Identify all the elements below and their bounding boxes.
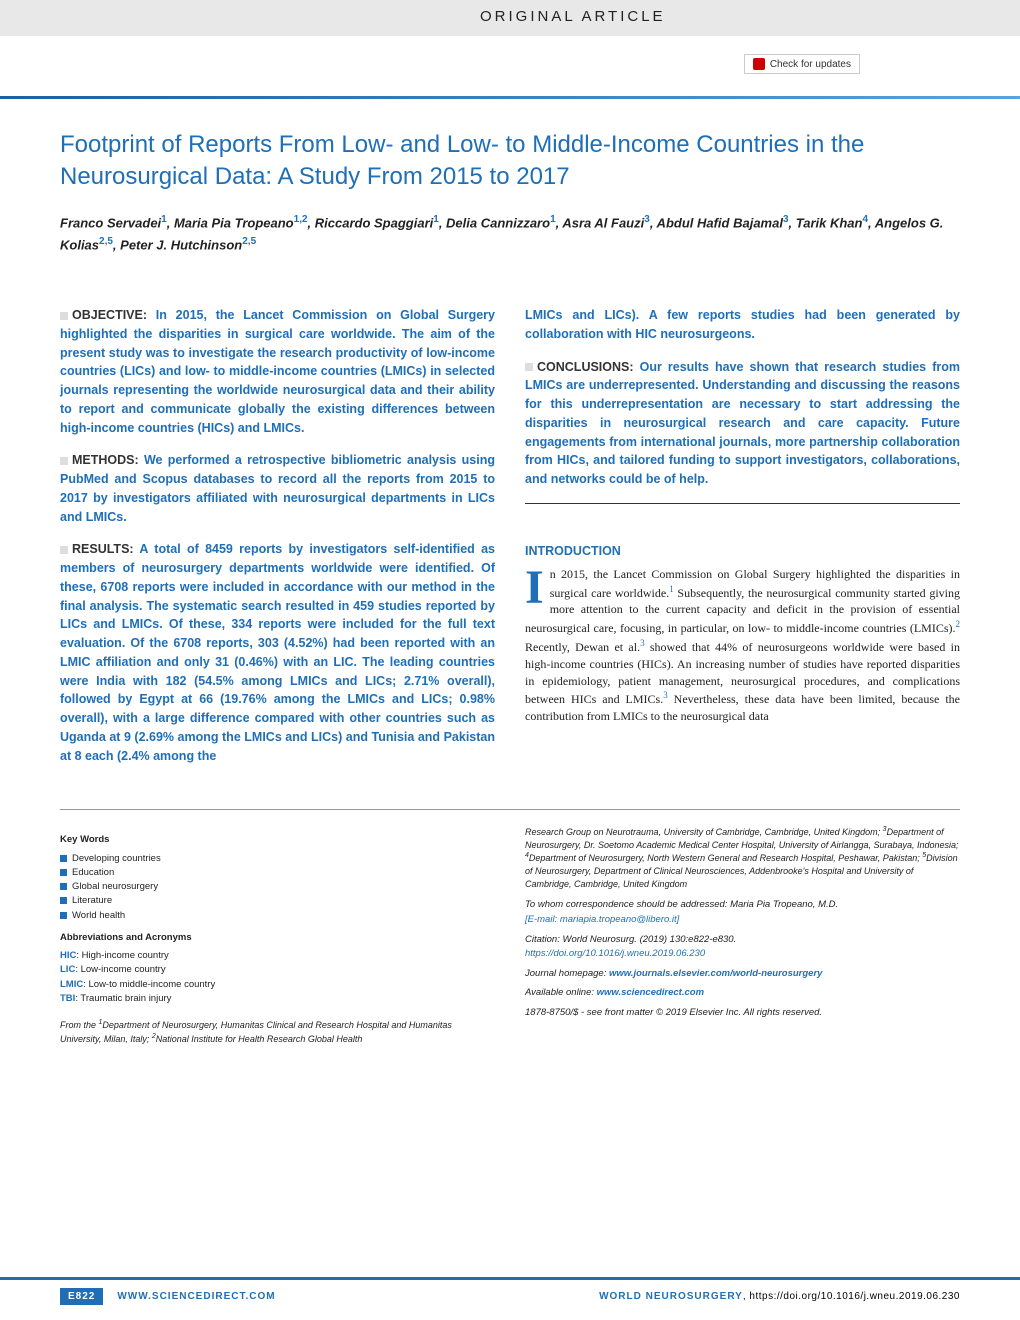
abbrev-heading: Abbreviations and Acronyms xyxy=(60,931,495,945)
page-footer: E822 WWW.SCIENCEDIRECT.COM WORLD NEUROSU… xyxy=(0,1277,1020,1305)
footer-site-link[interactable]: WWW.SCIENCEDIRECT.COM xyxy=(117,1291,275,1302)
main-content: Footprint of Reports From Low- and Low- … xyxy=(0,99,1020,1065)
abstract-left-col: OBJECTIVE: In 2015, the Lancet Commissio… xyxy=(60,306,495,779)
keyword-item: Global neurosurgery xyxy=(60,880,495,894)
introduction-heading: INTRODUCTION xyxy=(525,544,960,558)
metadata-right: Research Group on Neurotrauma, Universit… xyxy=(525,825,960,1045)
bullet-icon xyxy=(525,363,533,371)
journal-homepage: Journal homepage: www.journals.elsevier.… xyxy=(525,967,960,981)
dropcap: I xyxy=(525,568,544,608)
header-bar: Original Article xyxy=(0,0,1020,36)
keyword-item: Developing countries xyxy=(60,852,495,866)
authors-list: Franco Servadei1, Maria Pia Tropeano1,2,… xyxy=(60,212,960,256)
available-online: Available online: www.sciencedirect.com xyxy=(525,986,960,1000)
correspondence: To whom correspondence should be address… xyxy=(525,898,960,927)
check-updates-button[interactable]: Check for updates xyxy=(744,54,860,74)
keyword-item: Literature xyxy=(60,894,495,908)
abbrev-list: HIC: High-income countryLIC: Low-income … xyxy=(60,949,495,1006)
bullet-icon xyxy=(60,546,68,554)
sciencedirect-link[interactable]: www.sciencedirect.com xyxy=(597,987,704,998)
abstract-objective: OBJECTIVE: In 2015, the Lancet Commissio… xyxy=(60,306,495,437)
abbrev-item: HIC: High-income country xyxy=(60,949,495,963)
metadata-section: Key Words Developing countriesEducationG… xyxy=(60,809,960,1045)
abstract-results-cont: LMICs and LICs). A few reports studies h… xyxy=(525,306,960,344)
bullet-icon xyxy=(60,312,68,320)
copyright: 1878-8750/$ - see front matter © 2019 El… xyxy=(525,1006,960,1020)
article-title: Footprint of Reports From Low- and Low- … xyxy=(60,129,960,194)
keyword-item: Education xyxy=(60,866,495,880)
doi-link[interactable]: https://doi.org/10.1016/j.wneu.2019.06.2… xyxy=(525,947,960,961)
abstract-results: RESULTS: A total of 8459 reports by inve… xyxy=(60,540,495,765)
footer-journal-info: WORLD NEUROSURGERY, https://doi.org/10.1… xyxy=(599,1291,960,1302)
metadata-left: Key Words Developing countriesEducationG… xyxy=(60,825,495,1045)
page-number: E822 xyxy=(60,1288,103,1305)
abbrev-item: TBI: Traumatic brain injury xyxy=(60,992,495,1006)
keywords-heading: Key Words xyxy=(60,833,495,847)
abstract-right-col: LMICs and LICs). A few reports studies h… xyxy=(525,306,960,779)
citation: Citation: World Neurosurg. (2019) 130:e8… xyxy=(525,933,960,947)
abstract-methods: METHODS: We performed a retrospective bi… xyxy=(60,451,495,526)
update-icon xyxy=(753,58,765,70)
check-updates-label: Check for updates xyxy=(770,59,851,70)
introduction-text: In 2015, the Lancet Commission on Global… xyxy=(525,566,960,725)
abstract-columns: OBJECTIVE: In 2015, the Lancet Commissio… xyxy=(60,306,960,779)
affiliations-left: From the 1Department of Neurosurgery, Hu… xyxy=(60,1018,495,1045)
abstract-end-divider xyxy=(525,503,960,504)
abstract-conclusions: CONCLUSIONS: Our results have shown that… xyxy=(525,358,960,489)
correspondence-email[interactable]: [E-mail: mariapia.tropeano@libero.it] xyxy=(525,914,679,925)
journal-home-link[interactable]: www.journals.elsevier.com/world-neurosur… xyxy=(609,968,822,979)
bullet-icon xyxy=(60,457,68,465)
article-type-label: Original Article xyxy=(480,8,666,25)
keyword-item: World health xyxy=(60,909,495,923)
abbrev-item: LIC: Low-income country xyxy=(60,963,495,977)
affiliations-right: Research Group on Neurotrauma, Universit… xyxy=(525,825,960,890)
keywords-list: Developing countriesEducationGlobal neur… xyxy=(60,852,495,923)
abbrev-item: LMIC: Low-to middle-income country xyxy=(60,978,495,992)
